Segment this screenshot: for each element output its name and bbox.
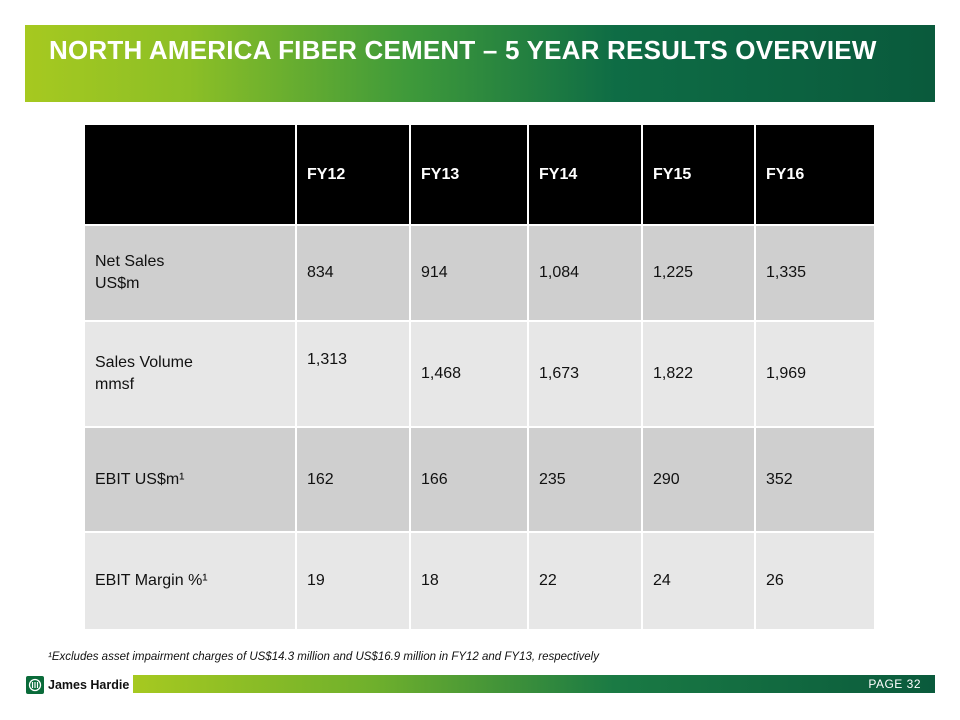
footer-bar: PAGE 32: [133, 675, 935, 693]
row-label: Sales Volume mmsf: [83, 320, 297, 428]
header-fy16: FY16: [754, 123, 876, 226]
page-number: PAGE 32: [868, 677, 921, 691]
row-label: EBIT Margin %¹: [83, 531, 297, 631]
header-corner-cell: [83, 123, 297, 226]
results-table: FY12 FY13 FY14 FY15 FY16 Net Sales US$m …: [83, 123, 876, 631]
table-cell: 19: [295, 531, 411, 631]
table-cell: 162: [295, 426, 411, 533]
row-label-line2: mmsf: [95, 376, 135, 393]
table-cell: 1,822: [641, 320, 756, 428]
table-cell: 24: [641, 531, 756, 631]
header-fy12: FY12: [295, 123, 411, 226]
table-row-ebit: EBIT US$m¹ 162 166 235 290 352: [83, 426, 876, 533]
table-cell: 1,225: [641, 224, 756, 322]
header-fy14: FY14: [527, 123, 643, 226]
table-cell: 352: [754, 426, 876, 533]
header-fy13: FY13: [409, 123, 529, 226]
title-banner: NORTH AMERICA FIBER CEMENT – 5 YEAR RESU…: [25, 25, 935, 102]
table-cell: 22: [527, 531, 643, 631]
brand-name: James Hardie: [48, 678, 130, 692]
table-cell: 1,313: [295, 320, 411, 428]
table-row-net-sales: Net Sales US$m 834 914 1,084 1,225 1,335: [83, 224, 876, 322]
table-row-ebit-margin: EBIT Margin %¹ 19 18 22 24 26: [83, 531, 876, 631]
table-cell: 235: [527, 426, 643, 533]
cell-value: 1,313: [307, 351, 348, 368]
table-cell: 1,335: [754, 224, 876, 322]
james-hardie-logo-icon: [26, 676, 44, 694]
row-label-line1: Sales Volume: [95, 354, 193, 371]
table-row-sales-volume: Sales Volume mmsf 1,313 1,468 1,673 1,82…: [83, 320, 876, 428]
row-label-line1: Net Sales: [95, 253, 165, 270]
table-cell: 1,969: [754, 320, 876, 428]
footnote: ¹Excludes asset impairment charges of US…: [48, 651, 599, 663]
table-cell: 834: [295, 224, 411, 322]
brand-logo: James Hardie: [26, 675, 129, 695]
page-title: NORTH AMERICA FIBER CEMENT – 5 YEAR RESU…: [49, 35, 877, 65]
table-cell: 1,673: [527, 320, 643, 428]
table-cell: 914: [409, 224, 529, 322]
table-cell: 290: [641, 426, 756, 533]
table-cell: 26: [754, 531, 876, 631]
table-cell: 1,084: [527, 224, 643, 322]
table-cell: 166: [409, 426, 529, 533]
row-label-line1: EBIT US$m¹: [95, 470, 185, 488]
table-header-row: FY12 FY13 FY14 FY15 FY16: [83, 123, 876, 226]
row-label-line1: EBIT Margin %¹: [95, 572, 208, 589]
row-label: EBIT US$m¹: [83, 426, 297, 533]
table-cell: 18: [409, 531, 529, 631]
header-fy15: FY15: [641, 123, 756, 226]
row-label: Net Sales US$m: [83, 224, 297, 322]
row-label-line2: US$m: [95, 275, 140, 292]
table-cell: 1,468: [409, 320, 529, 428]
